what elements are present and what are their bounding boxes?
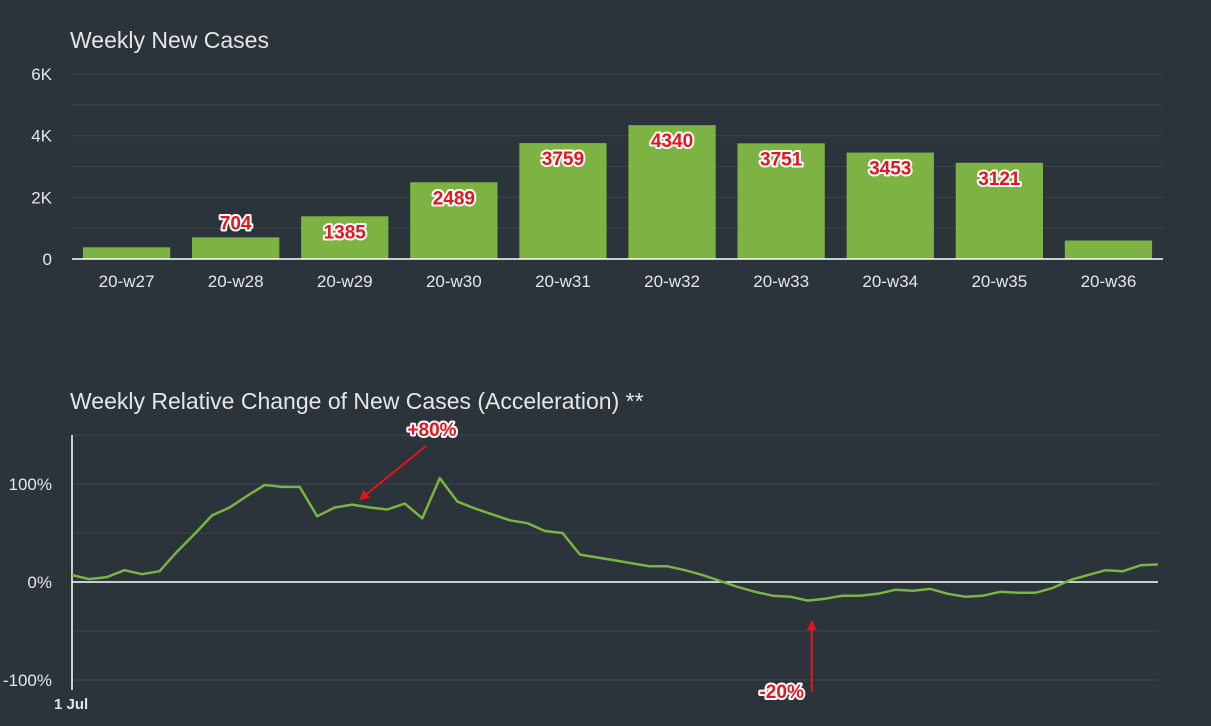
bar (82, 247, 171, 259)
bar-chart-x-axis: 20-w27 20-w28 20-w29 20-w30 20-w31 20-w32 20-w… (99, 272, 1137, 291)
line-chart-annotations: +80% -20% (359, 418, 817, 705)
bar-data-label: 3751 (760, 149, 803, 170)
bar-x-tick-label: 20-w34 (862, 272, 918, 291)
bar-chart-y-axis: 0 2K 4K 6K (31, 65, 52, 269)
bar-x-tick-label: 20-w33 (753, 272, 809, 291)
bar-x-tick-label: 20-w30 (426, 272, 482, 291)
bar (192, 237, 280, 259)
bar-chart-bars (72, 125, 1163, 260)
line-y-tick-label: 100% (9, 475, 52, 494)
bar-y-tick-label: 6K (31, 65, 52, 84)
line-chart-gridlines (72, 434, 1158, 681)
acceleration-chart: Weekly Relative Change of New Cases (Acc… (3, 388, 1159, 713)
bar-data-label: 1385 (324, 222, 367, 243)
bar-x-tick-label: 20-w32 (644, 272, 700, 291)
line-chart-y-axis: -100% 0% 100% (3, 475, 52, 690)
bar-x-tick-label: 20-w35 (971, 272, 1027, 291)
annotation-label-trough: -20% (759, 682, 803, 703)
bar-chart-data-labels: 704 1385 2489 3759 4340 3751 3453 3121 (218, 129, 1023, 245)
line-y-tick-label: -100% (3, 671, 52, 690)
x-start-label: 1 Jul (54, 696, 88, 713)
bar-x-tick-label: 20-w36 (1081, 272, 1137, 291)
bar-x-tick-label: 20-w29 (317, 272, 373, 291)
annotation-arrow-peak (359, 445, 427, 501)
bar-data-label: 4340 (651, 131, 693, 152)
acceleration-series-line (71, 476, 1159, 602)
bar (955, 162, 1043, 259)
bar-data-label: 3121 (978, 169, 1021, 190)
bar-data-label: 704 (220, 213, 252, 234)
line-y-tick-label: 0% (27, 573, 52, 592)
bar-data-label: 3759 (542, 149, 584, 170)
bar-data-label: 3453 (869, 159, 911, 180)
bar (846, 152, 934, 259)
bar (1064, 240, 1153, 259)
bar-y-tick-label: 2K (31, 188, 52, 207)
bar-x-tick-label: 20-w31 (535, 272, 591, 291)
bar-x-tick-label: 20-w27 (99, 272, 155, 291)
line-chart-title: Weekly Relative Change of New Cases (Acc… (70, 388, 644, 414)
bar-x-tick-label: 20-w28 (208, 272, 264, 291)
bar-data-label: 2489 (433, 188, 475, 209)
bar-y-tick-label: 0 (43, 250, 52, 269)
bar-y-tick-label: 4K (31, 127, 52, 146)
bar (519, 143, 607, 259)
bar (301, 216, 389, 259)
bar-chart-title: Weekly New Cases (70, 27, 269, 53)
bar (737, 143, 825, 259)
annotation-label-peak: +80% (407, 420, 456, 441)
bar (410, 182, 498, 259)
bar (628, 125, 716, 259)
